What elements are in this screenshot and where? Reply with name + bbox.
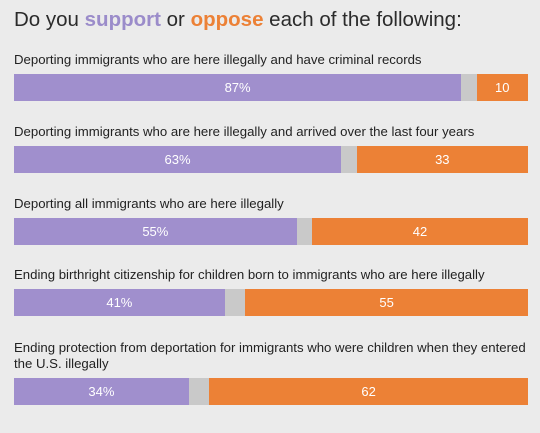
support-segment: 55% — [14, 218, 297, 245]
title-middle: or — [160, 8, 191, 31]
row-5-label: Ending protection from deportation for i… — [14, 340, 526, 371]
row-1-bar: 87% 10 — [14, 74, 528, 101]
data-label: 55% — [142, 224, 169, 239]
row-2-bar: 63% 33 — [14, 146, 528, 173]
row-4-bar: 41% 55 — [14, 289, 528, 316]
data-label: 41% — [106, 295, 133, 310]
title-prefix: Do you — [14, 8, 85, 31]
oppose-segment: 42 — [312, 218, 528, 245]
neither-segment — [296, 218, 313, 245]
data-label: 62 — [361, 384, 376, 399]
oppose-segment: 33 — [356, 146, 528, 173]
data-label: 63% — [164, 152, 191, 167]
support-segment: 87% — [14, 74, 462, 101]
oppose-segment: 55 — [245, 289, 528, 316]
chart-row-1: Deporting immigrants who are here illega… — [14, 52, 528, 101]
neither-segment — [461, 74, 477, 101]
data-label: 33 — [435, 152, 450, 167]
data-label: 87% — [224, 80, 251, 95]
row-3-bar: 55% 42 — [14, 218, 528, 245]
title-support-word: support — [84, 8, 161, 31]
support-segment: 63% — [14, 146, 342, 173]
oppose-segment: 10 — [476, 74, 528, 101]
row-2-label: Deporting immigrants who are here illega… — [14, 124, 475, 139]
data-label: 55 — [379, 295, 394, 310]
neither-segment — [188, 378, 210, 405]
chart-row-5: Ending protection from deportation for i… — [14, 340, 528, 405]
row-3-label: Deporting all immigrants who are here il… — [14, 196, 284, 211]
title-oppose-word: oppose — [190, 8, 264, 31]
data-label: 10 — [495, 80, 510, 95]
neither-segment — [224, 289, 246, 316]
chart-row-2: Deporting immigrants who are here illega… — [14, 124, 528, 173]
chart-row-3: Deporting all immigrants who are here il… — [14, 196, 528, 245]
data-label: 34% — [88, 384, 115, 399]
chart-row-4: Ending birthright citizenship for childr… — [14, 267, 528, 316]
chart-title: Do you support or oppose each of the fol… — [14, 8, 462, 32]
row-1-label: Deporting immigrants who are here illega… — [14, 52, 422, 67]
row-5-bar: 34% 62 — [14, 378, 528, 405]
row-4-label: Ending birthright citizenship for childr… — [14, 267, 485, 282]
neither-segment — [341, 146, 357, 173]
support-segment: 41% — [14, 289, 225, 316]
title-suffix: each of the following: — [263, 8, 462, 31]
oppose-segment: 62 — [209, 378, 528, 405]
data-label: 42 — [412, 224, 428, 239]
support-segment: 34% — [14, 378, 189, 405]
